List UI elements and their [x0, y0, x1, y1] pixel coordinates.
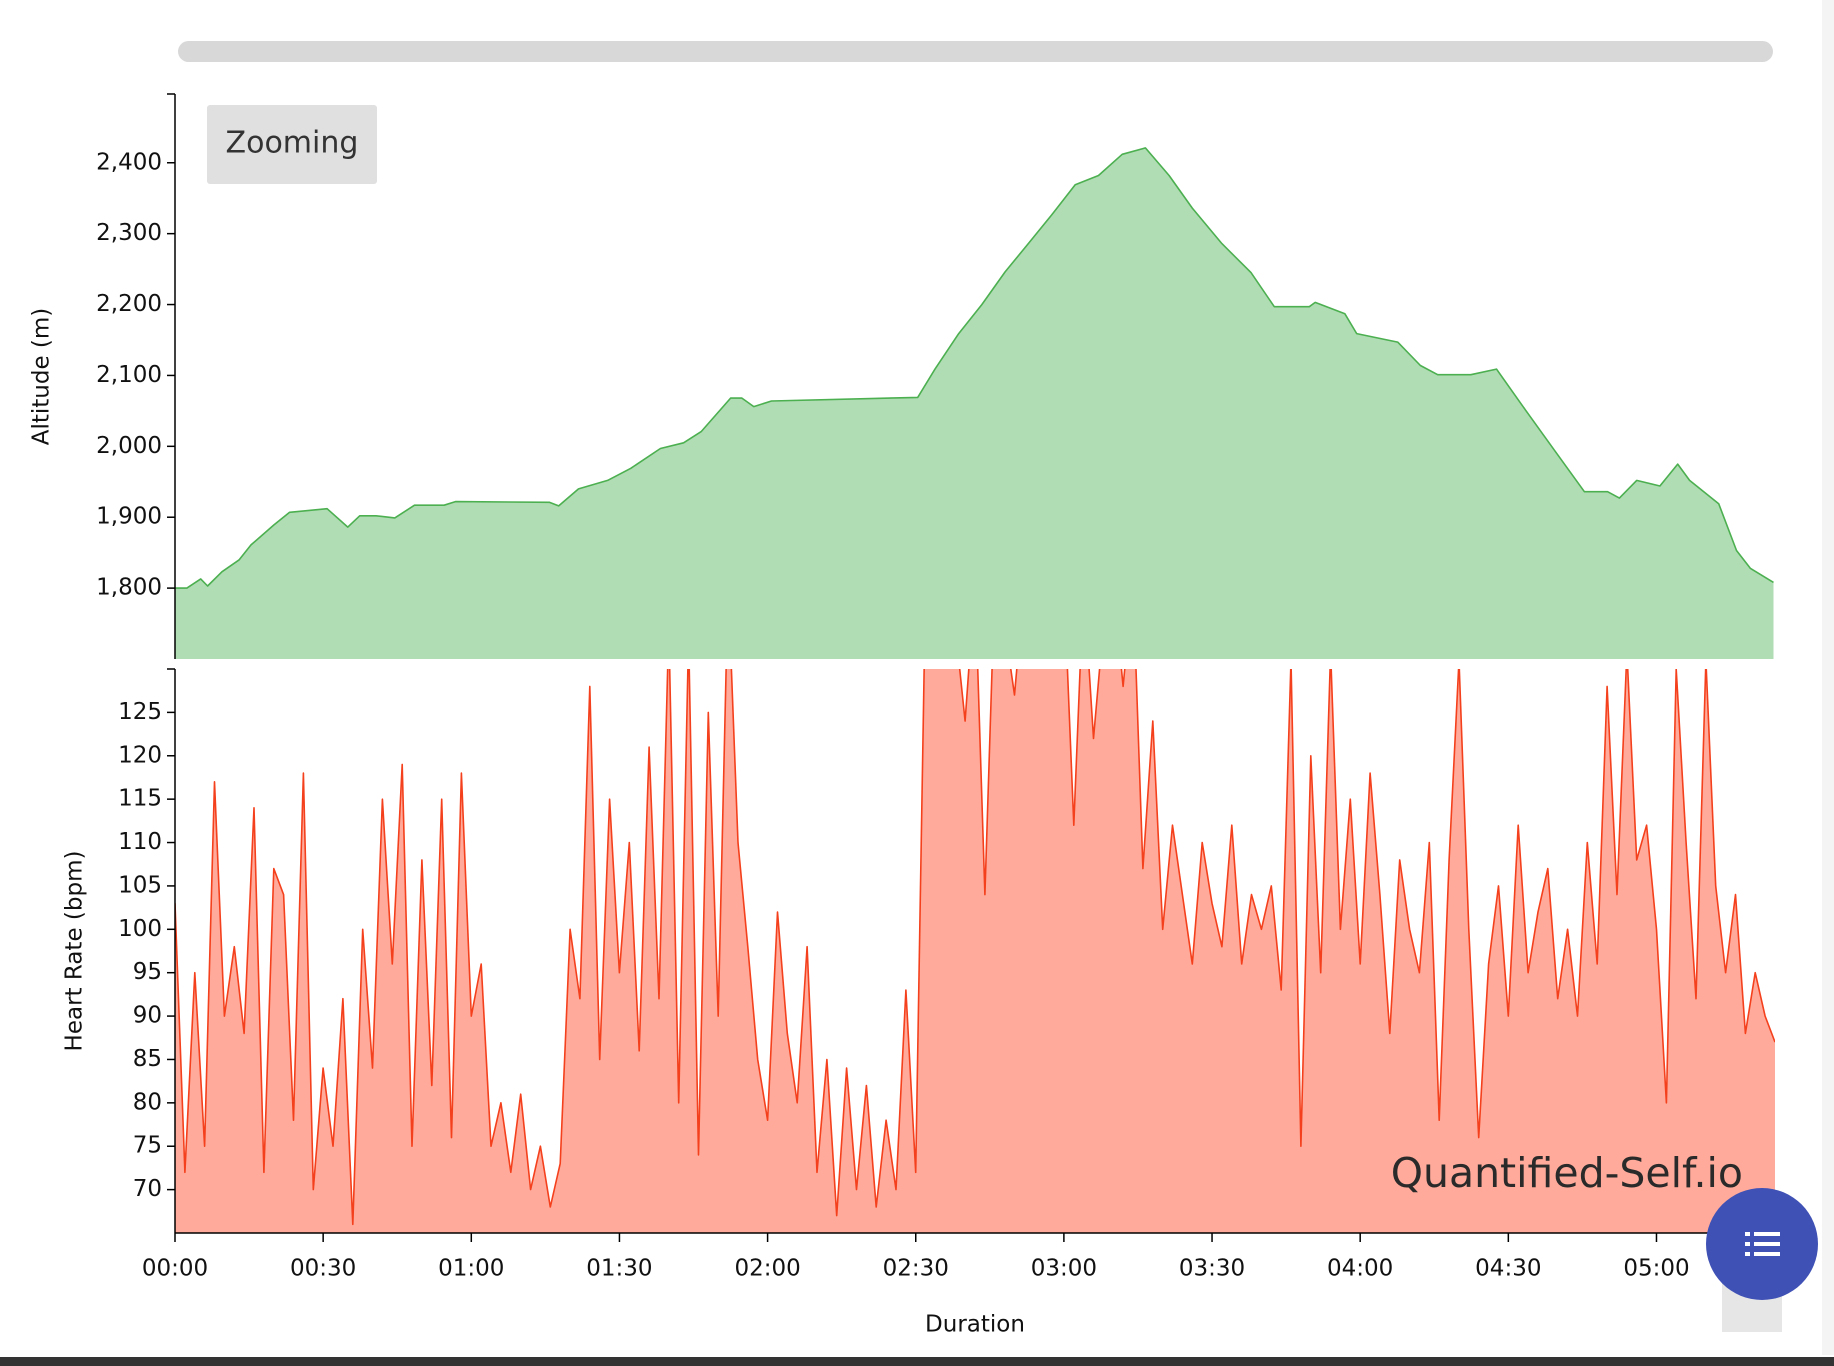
page-scrollbar[interactable]: [1822, 0, 1834, 1355]
x-axis-label: Duration: [925, 1312, 1025, 1338]
scrollbar[interactable]: [178, 41, 1773, 62]
y-tick-label: 70: [133, 1176, 162, 1202]
x-tick-label: 04:30: [1475, 1256, 1541, 1282]
series: [175, 147, 1774, 659]
y-tick-label: 1,800: [96, 575, 162, 601]
zoom-button[interactable]: [207, 105, 377, 184]
series: [175, 669, 1775, 1233]
y-tick-label: 2,100: [96, 362, 162, 388]
x-tick-label: 05:00: [1623, 1256, 1689, 1282]
x-tick-label: 01:30: [586, 1256, 652, 1282]
x-tick-label: 00:00: [142, 1256, 208, 1282]
y-axis-label: Heart Rate (bpm): [62, 851, 88, 1052]
x-tick-label: 03:00: [1031, 1256, 1097, 1282]
watermark: Quantified-Self.io: [1391, 1149, 1743, 1197]
y-tick-label: 2,000: [96, 433, 162, 459]
zoom-button-label[interactable]: Zooming: [226, 126, 359, 161]
y-tick-label: 2,400: [96, 149, 162, 175]
y-tick-label: 120: [118, 742, 162, 768]
y-tick-label: 80: [133, 1089, 162, 1115]
y-tick-label: 105: [118, 872, 162, 898]
y-tick-label: 125: [118, 699, 162, 725]
y-tick-label: 85: [133, 1046, 162, 1072]
y-tick-label: 95: [133, 959, 162, 985]
y-tick-label: 75: [133, 1133, 162, 1159]
y-tick-label: 115: [118, 786, 162, 812]
y-tick-label: 100: [118, 916, 162, 942]
fab-icon: [1745, 1232, 1780, 1256]
x-tick-label: 01:00: [438, 1256, 504, 1282]
area-line: [175, 147, 1774, 589]
y-tick-label: 90: [133, 1003, 162, 1029]
x-tick-label: 00:30: [290, 1256, 356, 1282]
bottom-bar: [0, 1357, 1834, 1366]
x-tick-label: 03:30: [1179, 1256, 1245, 1282]
x-tick-label: 02:00: [734, 1256, 800, 1282]
plots: 1,800 1,900 2,000 2,100 2,200 2,300 2,400 Altit…: [29, 93, 1775, 1338]
y-tick-label: 2,200: [96, 291, 162, 317]
y-axis-label: Altitude (m): [29, 308, 55, 446]
y-tick-label: 1,900: [96, 504, 162, 530]
x-tick-label: 04:00: [1327, 1256, 1393, 1282]
area-fill: [175, 147, 1774, 659]
area-fill: [175, 669, 1775, 1233]
area-line: [175, 669, 1775, 1226]
x-tick-label: 02:30: [883, 1256, 949, 1282]
y-tick-label: 2,300: [96, 220, 162, 246]
y-tick-label: 110: [118, 829, 162, 855]
